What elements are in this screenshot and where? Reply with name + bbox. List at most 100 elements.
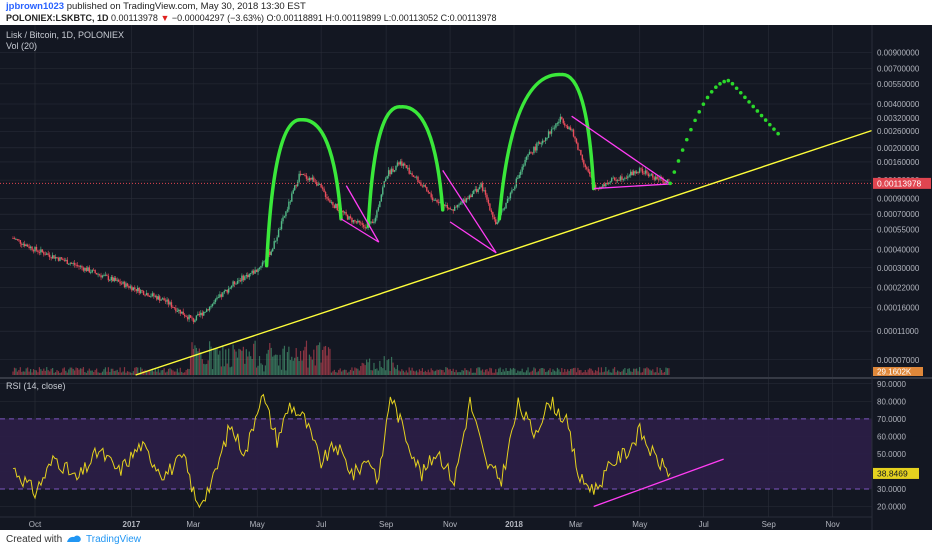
author-link[interactable]: jpbrown1023 xyxy=(6,1,65,12)
candle-body xyxy=(107,275,110,281)
time-tick-label[interactable]: Nov xyxy=(443,520,457,529)
candle-body xyxy=(348,216,350,220)
candle-body xyxy=(122,281,124,284)
volume-bar xyxy=(69,367,71,375)
candle-body xyxy=(323,188,325,192)
price-tick-label[interactable]: 0.00022000 xyxy=(877,283,920,292)
price-tick-label[interactable]: 0.00030000 xyxy=(877,264,920,273)
candle-body xyxy=(374,217,377,222)
price-tick-label[interactable]: 0.00900000 xyxy=(877,49,920,58)
candle-body xyxy=(656,176,658,180)
time-axis-ticks[interactable]: Oct 2017 Mar May Jul Sep Nov 2018 Mar May Jul Sep No… xyxy=(29,520,840,529)
candle-body xyxy=(247,275,249,278)
price-candles xyxy=(12,113,670,325)
volume-bar xyxy=(594,370,597,375)
candle-body xyxy=(273,241,275,249)
time-tick-label[interactable]: 2018 xyxy=(505,520,523,529)
chart-canvas[interactable]: 0.00900000 0.00700000 0.00550000 0.00400000… xyxy=(0,25,932,530)
time-tick-label[interactable]: Sep xyxy=(379,520,394,529)
time-tick-label[interactable]: Oct xyxy=(29,520,42,529)
projection-dot xyxy=(734,86,739,91)
price-tick-label[interactable]: 0.00011000 xyxy=(877,327,919,336)
volume-bar xyxy=(609,372,611,375)
time-tick-label[interactable]: Mar xyxy=(186,520,200,529)
price-tick-label[interactable]: 0.00070000 xyxy=(877,210,920,219)
price-tick-label[interactable]: 0.00016000 xyxy=(877,303,920,312)
candle-body xyxy=(137,287,139,292)
time-tick-label[interactable]: May xyxy=(632,520,647,529)
candle-body xyxy=(456,204,459,208)
volume-bar xyxy=(156,371,158,375)
candle-body xyxy=(452,209,454,211)
candle-body xyxy=(489,203,491,211)
candle-body xyxy=(88,267,90,273)
rsi-tick-label[interactable]: 80.0000 xyxy=(877,397,906,406)
rsi-tick-label[interactable]: 70.0000 xyxy=(877,415,906,424)
candle-body xyxy=(308,177,311,181)
rsi-tick-label[interactable]: 30.0000 xyxy=(877,485,906,494)
candle-body xyxy=(176,310,179,312)
candle-body xyxy=(120,283,123,285)
candle-body xyxy=(117,279,120,282)
price-tick-label[interactable]: 0.00320000 xyxy=(877,114,920,123)
volume-bar xyxy=(253,343,255,375)
volume-bar xyxy=(577,367,579,375)
trend-drawings xyxy=(135,72,873,508)
price-tick-label[interactable]: 0.00400000 xyxy=(877,100,920,109)
candle-body xyxy=(580,149,582,156)
candle-body xyxy=(335,203,337,209)
rsi-tick-label[interactable]: 90.0000 xyxy=(877,380,906,389)
candle-body xyxy=(160,299,162,301)
candle-body xyxy=(521,166,523,172)
price-tick-label[interactable]: 0.00090000 xyxy=(877,194,920,203)
volume-bar xyxy=(545,372,547,375)
price-tick-label[interactable]: 0.00040000 xyxy=(877,246,920,255)
volume-bar xyxy=(81,368,83,375)
candle-body xyxy=(395,165,397,171)
rsi-tick-label[interactable]: 60.0000 xyxy=(877,432,906,441)
candle-body xyxy=(216,297,218,300)
candle-body xyxy=(37,250,39,253)
volume-bar xyxy=(567,369,569,375)
wedge-line xyxy=(593,183,671,190)
rsi-tick-label[interactable]: 50.0000 xyxy=(877,450,906,459)
rsi-tick-label[interactable]: 20.0000 xyxy=(877,502,906,511)
volume-bar xyxy=(320,362,322,375)
volume-bar xyxy=(198,348,200,375)
rsi-last-tag xyxy=(873,467,919,479)
time-tick-label[interactable]: Sep xyxy=(762,520,777,529)
volume-bar xyxy=(231,366,233,375)
volume-bar xyxy=(509,368,512,375)
candle-body xyxy=(175,308,177,312)
time-tick-label[interactable]: Mar xyxy=(569,520,583,529)
time-tick-label[interactable]: Jul xyxy=(316,520,326,529)
price-tick-label[interactable]: 0.00007000 xyxy=(877,356,920,365)
candle-body xyxy=(84,267,86,271)
volume-bar xyxy=(625,372,627,375)
price-tick-label[interactable]: 0.00160000 xyxy=(877,158,920,167)
candle-body xyxy=(385,178,387,182)
candle-body xyxy=(285,211,287,217)
tradingview-brand[interactable]: TradingView xyxy=(86,534,142,545)
candle-body xyxy=(637,171,639,173)
candle-body xyxy=(458,204,460,206)
price-axis-ticks[interactable]: 0.00900000 0.00700000 0.00550000 0.00400000… xyxy=(877,49,920,365)
time-tick-label[interactable]: 2017 xyxy=(123,520,141,529)
time-tick-label[interactable]: Jul xyxy=(699,520,709,529)
price-tick-label[interactable]: 0.00055000 xyxy=(877,225,920,234)
volume-bar xyxy=(263,371,265,375)
tradingview-logo-icon[interactable] xyxy=(66,534,82,547)
price-tick-label[interactable]: 0.00260000 xyxy=(877,127,920,136)
volume-bar xyxy=(643,368,645,375)
volume-bar xyxy=(630,371,632,375)
price-tick-label[interactable]: 0.00550000 xyxy=(877,80,920,89)
volume-bar xyxy=(454,372,456,375)
price-tick-label[interactable]: 0.00700000 xyxy=(877,65,920,74)
last-price-tag xyxy=(873,177,931,189)
published-text: published on TradingView.com, May 30, 20… xyxy=(66,1,306,12)
candle-body xyxy=(207,309,209,311)
candle-body xyxy=(448,208,450,209)
price-tick-label[interactable]: 0.00200000 xyxy=(877,144,920,153)
time-tick-label[interactable]: May xyxy=(250,520,265,529)
time-tick-label[interactable]: Nov xyxy=(826,520,840,529)
